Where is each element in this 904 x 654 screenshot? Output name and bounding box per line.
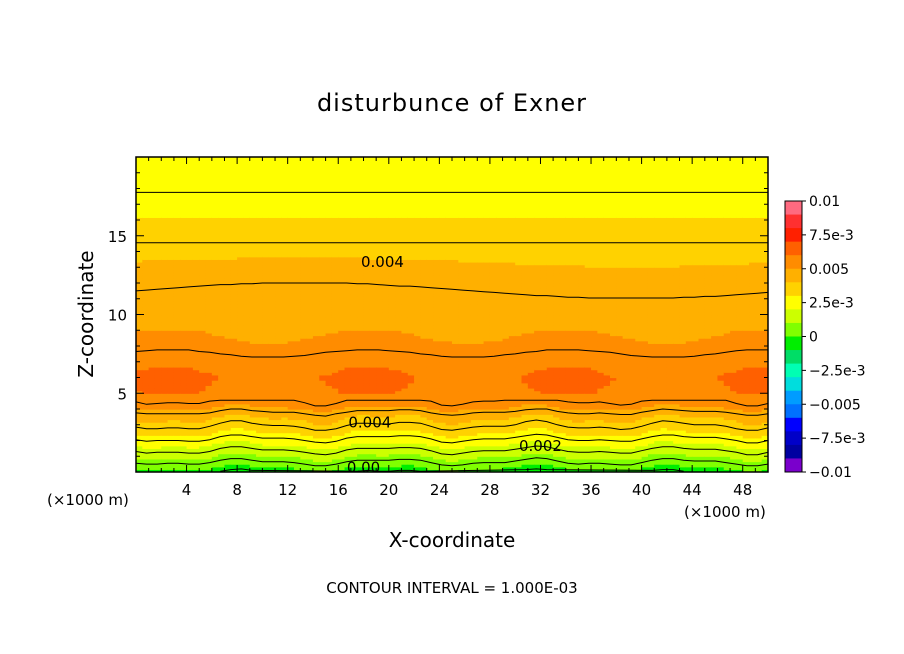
colorbar-swatch xyxy=(785,417,802,432)
colorbar-swatch xyxy=(785,268,802,283)
x-tick-label: 44 xyxy=(683,481,702,499)
x-unit-label-right: (×1000 m) xyxy=(684,503,766,521)
x-tick-label: 12 xyxy=(278,481,297,499)
x-axis-label: X-coordinate xyxy=(389,528,516,552)
colorbar-swatch xyxy=(785,336,802,351)
colorbar-label: −7.5e-3 xyxy=(809,431,866,447)
contour-interval-note: CONTOUR INTERVAL = 1.000E-03 xyxy=(326,579,577,597)
colorbar-swatch xyxy=(785,363,802,378)
colorbar-label: 0.005 xyxy=(809,262,849,278)
contour-line xyxy=(136,433,768,444)
x-tick-label: 48 xyxy=(733,481,752,499)
colorbar-label: 0.01 xyxy=(809,194,840,210)
colorbar: 0.01 7.5e-3 0.005 2.5e-3 0 −2.5e-3 −0.005 −7.5e… xyxy=(784,194,866,481)
contour-label: 0.004 xyxy=(361,253,404,271)
x-tick-label: 20 xyxy=(379,481,398,499)
colorbar-label: −0.01 xyxy=(809,465,852,481)
y-axis-ticks: 5 10 15 xyxy=(108,172,768,457)
y-tick-label: 10 xyxy=(108,307,127,325)
y-axis-label: Z-coordinate xyxy=(74,250,98,377)
contour-line xyxy=(136,399,768,407)
colorbar-label: 2.5e-3 xyxy=(809,296,854,312)
colorbar-swatch xyxy=(785,322,802,337)
contour-line xyxy=(136,457,768,467)
contour-label: 0.004 xyxy=(348,414,391,432)
contour-line xyxy=(136,419,768,431)
x-unit-label-left: (×1000 m) xyxy=(47,491,129,509)
x-tick-label: 32 xyxy=(531,481,550,499)
colorbar-swatch xyxy=(785,404,802,419)
colorbar-swatch xyxy=(785,309,802,324)
colorbar-label: 0 xyxy=(809,330,818,346)
x-tick-label: 28 xyxy=(480,481,499,499)
colorbar-swatch xyxy=(785,350,802,365)
colorbar-swatch xyxy=(785,241,802,256)
colorbar-swatch xyxy=(785,282,802,297)
colorbar-swatch xyxy=(785,201,802,216)
colorbar-label: 7.5e-3 xyxy=(809,228,854,244)
contour-label: 0.00 xyxy=(347,458,380,476)
x-tick-label: 16 xyxy=(329,481,348,499)
colorbar-swatch xyxy=(785,295,802,310)
x-tick-label: 8 xyxy=(232,481,242,499)
colorbar-swatch xyxy=(785,444,802,459)
colorbar-swatch xyxy=(785,228,802,243)
colorbar-swatch xyxy=(785,214,802,229)
colorbar-swatch xyxy=(785,377,802,392)
contour-label: 0.002 xyxy=(519,437,562,455)
colorbar-swatch xyxy=(785,431,802,446)
x-tick-label: 4 xyxy=(182,481,192,499)
y-tick-label: 15 xyxy=(108,228,127,246)
x-axis-ticks: 4 8 12 16 20 24 28 32 36 40 44 48 xyxy=(148,157,756,499)
colorbar-swatch xyxy=(785,458,802,473)
x-tick-label: 40 xyxy=(632,481,651,499)
contour-line xyxy=(136,408,768,417)
x-tick-label: 36 xyxy=(581,481,600,499)
colorbar-swatch xyxy=(785,390,802,405)
y-tick-label: 5 xyxy=(117,385,127,403)
contour-line xyxy=(136,445,768,456)
contour-line xyxy=(136,282,768,299)
contour-line xyxy=(136,349,768,358)
contour-fill xyxy=(136,157,768,472)
colorbar-label: −0.005 xyxy=(809,397,861,413)
x-tick-label: 24 xyxy=(430,481,449,499)
colorbar-label: −2.5e-3 xyxy=(809,363,866,379)
colorbar-swatch xyxy=(785,255,802,270)
chart-title: disturbunce of Exner xyxy=(317,89,587,117)
